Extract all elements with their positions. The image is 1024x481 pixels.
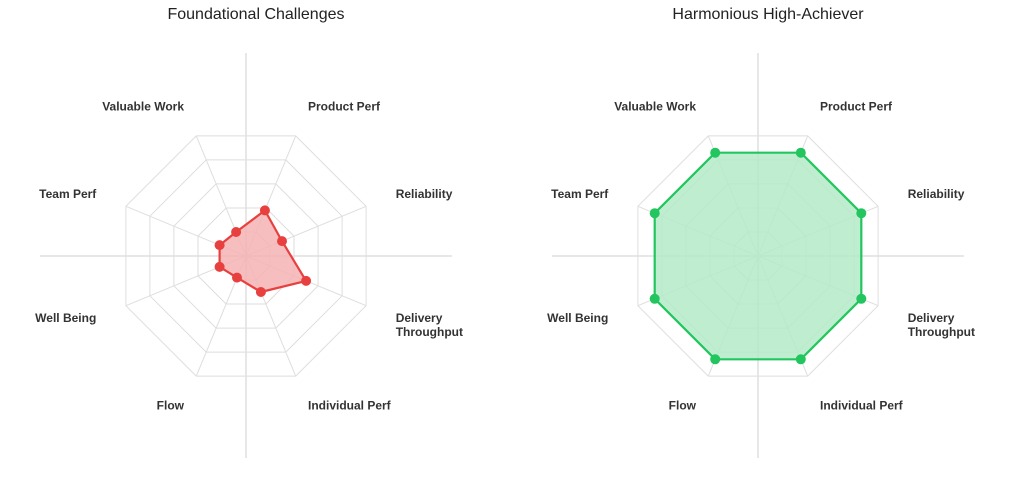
data-point <box>255 287 266 297</box>
data-point <box>649 208 660 219</box>
axis-label: Flow <box>669 399 697 413</box>
chart-panel-harmonious: Harmonious High-Achiever Product Perf Rel… <box>512 0 1024 481</box>
chart-title: Foundational Challenges <box>167 6 345 23</box>
data-point <box>259 205 270 216</box>
axis-label: Valuable Work <box>614 99 696 113</box>
data-point <box>856 293 867 304</box>
axis-label: Delivery Throughput <box>396 311 463 339</box>
data-point <box>214 240 225 251</box>
axis-label: Team Perf <box>551 187 609 201</box>
axis-label: Individual Perf <box>308 399 392 413</box>
axis-label: Product Perf <box>308 99 381 113</box>
data-area <box>653 151 863 361</box>
data-point <box>231 227 242 237</box>
data-point <box>795 147 806 158</box>
axis-label: Reliability <box>396 187 453 201</box>
axis-label: Individual Perf <box>820 399 904 413</box>
axis-label: Well Being <box>35 311 96 325</box>
axis-label: Well Being <box>547 311 608 325</box>
axis-label: Reliability <box>908 187 965 201</box>
data-point <box>795 354 806 365</box>
grid-ring <box>637 135 879 377</box>
data-point <box>649 293 660 304</box>
chart-title: Harmonious High-Achiever <box>672 6 864 23</box>
radar-chart-foundational: Product Perf Reliability Delivery Throughpu… <box>35 53 463 458</box>
data-point <box>232 272 242 283</box>
radar-chart-harmonious: Product Perf Reliability Delivery Throughpu… <box>547 53 975 458</box>
chart-panel-foundational: Foundational Challenges Product Perf Reli… <box>35 6 463 458</box>
data-point <box>277 236 287 247</box>
data-point <box>856 208 867 219</box>
data-point <box>301 275 312 286</box>
axis-label: Team Perf <box>39 187 97 201</box>
data-point <box>710 147 721 158</box>
data-point <box>710 354 721 365</box>
axis-label: Flow <box>157 399 185 413</box>
data-point <box>214 261 225 272</box>
axis-label: Delivery Throughput <box>908 311 975 339</box>
axis-label: Product Perf <box>820 99 893 113</box>
axis-label: Valuable Work <box>102 99 184 113</box>
